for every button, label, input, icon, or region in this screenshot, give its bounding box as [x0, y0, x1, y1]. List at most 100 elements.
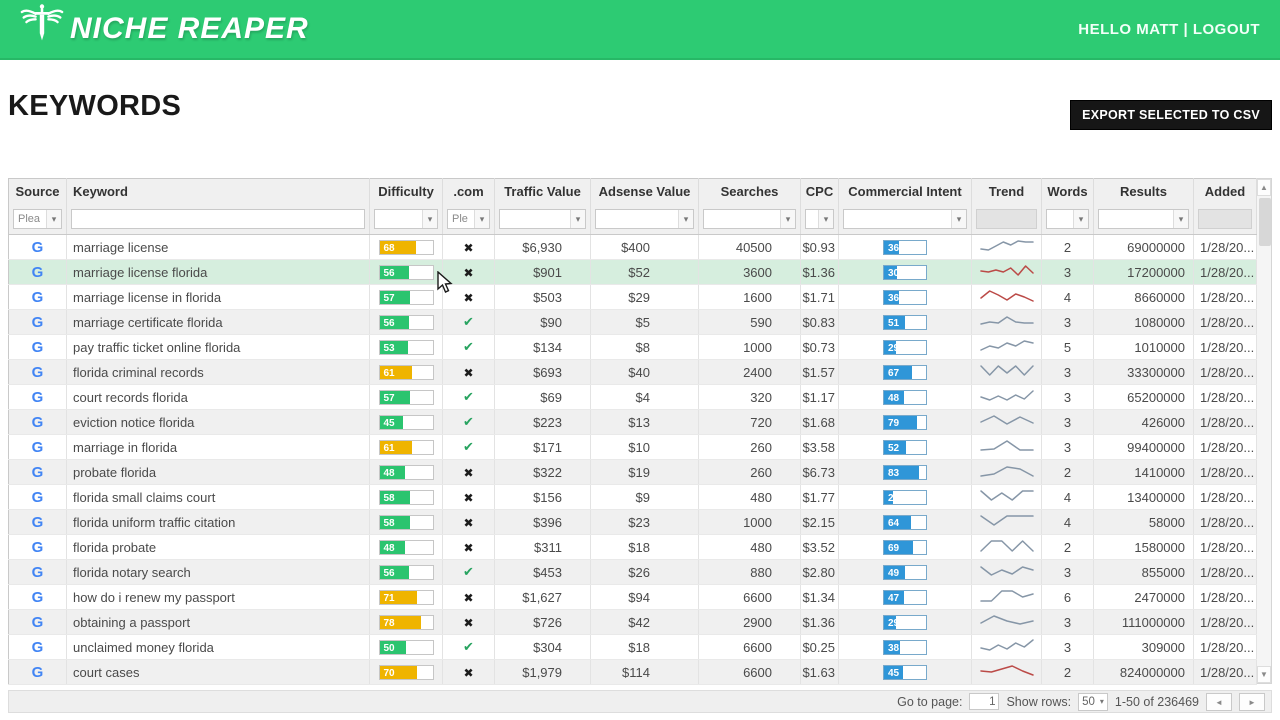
cell-source[interactable]: G — [8, 459, 67, 485]
filter-select-traffic-value[interactable]: ▾ — [499, 209, 586, 230]
cell-source[interactable]: G — [8, 234, 67, 260]
cell-source[interactable]: G — [8, 384, 67, 410]
page-number-input[interactable] — [969, 693, 1000, 710]
cell-source[interactable]: G — [8, 334, 67, 360]
google-source-icon[interactable]: G — [31, 413, 44, 431]
google-source-icon[interactable]: G — [31, 263, 44, 281]
column-header-source[interactable]: Source — [8, 178, 67, 205]
google-source-icon[interactable]: G — [31, 613, 44, 631]
filter-select-com[interactable]: Ple ▾ — [447, 209, 490, 230]
trend-sparkline-icon — [979, 389, 1034, 401]
filter-select-words[interactable]: ▾ — [1046, 209, 1089, 230]
cell-added: 1/28/20... — [1193, 234, 1257, 260]
google-source-icon[interactable]: G — [31, 463, 44, 481]
column-header-traffic-value[interactable]: Traffic Value — [494, 178, 591, 205]
google-source-icon[interactable]: G — [31, 288, 44, 306]
logout-link[interactable]: LOGOUT — [1192, 20, 1260, 38]
cell-source[interactable]: G — [8, 309, 67, 335]
column-header-searches[interactable]: Searches — [698, 178, 801, 205]
prev-page-button[interactable]: ◄ — [1206, 692, 1232, 711]
column-header-cpc[interactable]: CPC — [800, 178, 839, 205]
google-source-icon[interactable]: G — [31, 363, 44, 381]
cell-source[interactable]: G — [8, 509, 67, 535]
scroll-up-icon[interactable]: ▲ — [1257, 179, 1271, 196]
column-header-difficulty[interactable]: Difficulty — [369, 178, 443, 205]
google-source-icon[interactable]: G — [31, 638, 44, 656]
cell-source[interactable]: G — [8, 434, 67, 460]
export-csv-button[interactable]: EXPORT SELECTED TO CSV — [1070, 100, 1272, 130]
google-source-icon[interactable]: G — [31, 588, 44, 606]
commercial-intent-bar: 67 — [883, 364, 927, 380]
rows-per-page-select[interactable]: 50 ▾ — [1078, 692, 1108, 711]
column-header-com[interactable]: .com — [442, 178, 495, 205]
cell-source[interactable]: G — [8, 559, 67, 585]
filter-select-results[interactable]: ▾ — [1098, 209, 1189, 230]
cell-source[interactable]: G — [8, 409, 67, 435]
column-header-trend[interactable]: Trend — [971, 178, 1042, 205]
cell-commercial-intent: 30 — [838, 259, 972, 285]
scroll-down-icon[interactable]: ▼ — [1257, 666, 1271, 683]
column-header-added[interactable]: Added — [1193, 178, 1257, 205]
filter-select-adsense-value[interactable]: ▾ — [595, 209, 694, 230]
filter-select-source[interactable]: Plea ▾ — [13, 209, 62, 230]
cell-commercial-intent: 29 — [838, 609, 972, 635]
column-header-adsense-value[interactable]: Adsense Value — [590, 178, 699, 205]
keyword-filter-input[interactable] — [71, 209, 365, 230]
cell-source[interactable]: G — [8, 359, 67, 385]
column-header-words[interactable]: Words — [1041, 178, 1094, 205]
cell-source[interactable]: G — [8, 484, 67, 510]
cell-added: 1/28/20... — [1193, 259, 1257, 285]
column-header-results[interactable]: Results — [1093, 178, 1194, 205]
scrollbar-thumb[interactable] — [1259, 198, 1271, 246]
cell-traffic-value: $726 — [494, 609, 591, 635]
vertical-scrollbar[interactable]: ▲ ▼ — [1257, 178, 1272, 684]
cell-source[interactable]: G — [8, 584, 67, 610]
google-source-icon[interactable]: G — [31, 438, 44, 456]
google-source-icon[interactable]: G — [31, 338, 44, 356]
google-source-icon[interactable]: G — [31, 563, 44, 581]
column-header-commercial-intent[interactable]: Commercial Intent — [838, 178, 972, 205]
filter-select-cpc[interactable]: ▾ — [805, 209, 834, 230]
google-source-icon[interactable]: G — [31, 238, 44, 256]
google-source-icon[interactable]: G — [31, 538, 44, 556]
cell-source[interactable]: G — [8, 259, 67, 285]
google-source-icon[interactable]: G — [31, 313, 44, 331]
filter-select-difficulty[interactable]: ▾ — [374, 209, 438, 230]
scrollbar-track — [1257, 196, 1271, 666]
next-page-button[interactable]: ► — [1239, 692, 1265, 711]
cell-source[interactable]: G — [8, 609, 67, 635]
google-source-icon[interactable]: G — [31, 388, 44, 406]
cell-source[interactable]: G — [8, 659, 67, 685]
google-source-icon[interactable]: G — [31, 488, 44, 506]
column-header-keyword[interactable]: Keyword — [66, 178, 370, 205]
app-logo[interactable]: NICHE REAPER — [20, 4, 309, 51]
google-source-icon[interactable]: G — [31, 513, 44, 531]
filter-select-searches[interactable]: ▾ — [703, 209, 796, 230]
cell-source[interactable]: G — [8, 634, 67, 660]
difficulty-bar: 61 — [378, 364, 434, 380]
cell-source[interactable]: G — [8, 534, 67, 560]
google-source-icon[interactable]: G — [31, 663, 44, 681]
difficulty-bar: 45 — [378, 414, 434, 430]
commercial-intent-bar: 45 — [883, 664, 927, 680]
filter-select-commercial-intent[interactable]: ▾ — [843, 209, 967, 230]
cell-source[interactable]: G — [8, 284, 67, 310]
